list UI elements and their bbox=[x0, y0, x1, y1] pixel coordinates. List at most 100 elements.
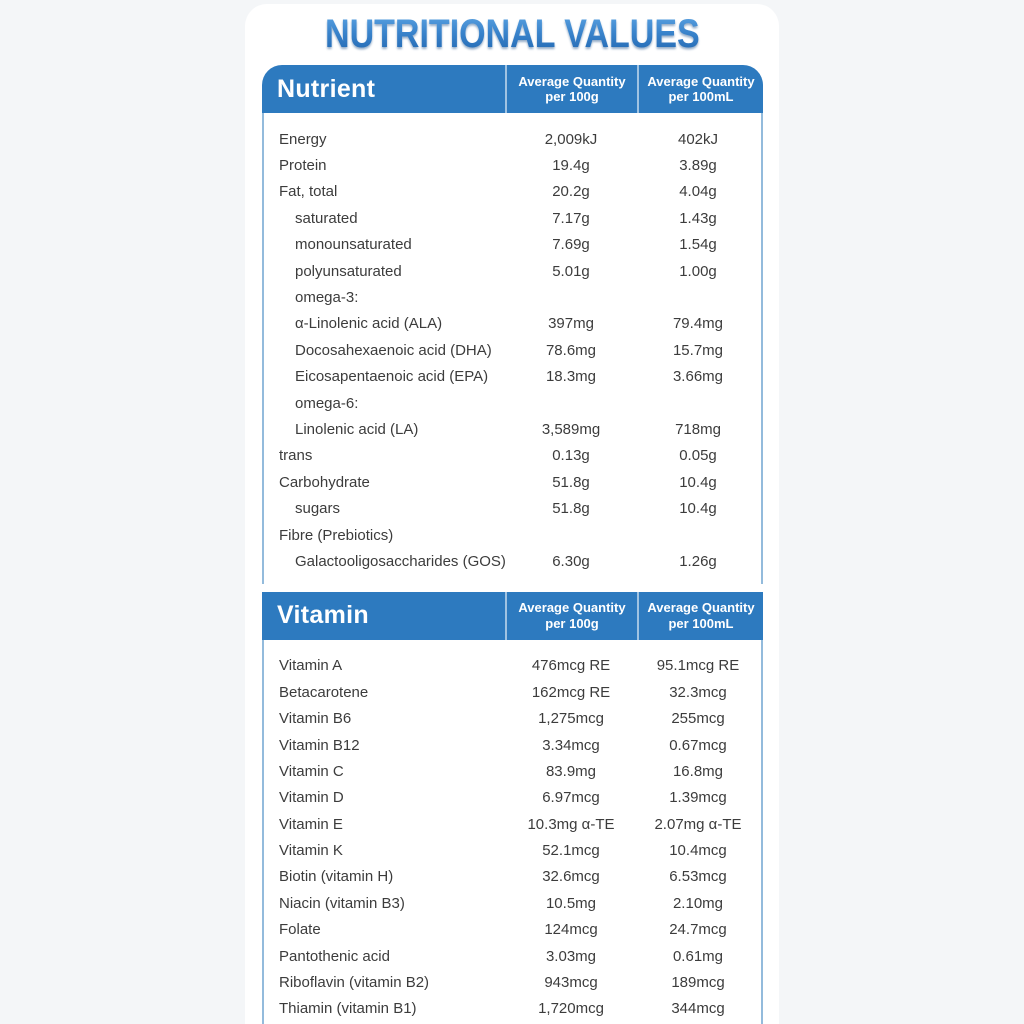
nutrient-label: Linolenic acid (LA) bbox=[295, 420, 419, 438]
table-row: Linolenic acid (LA) 3,589mg 718mg bbox=[264, 416, 761, 442]
page-title: NUTRITIONAL VALUES bbox=[324, 12, 700, 56]
value-per-100g: 10.5mg bbox=[545, 894, 597, 912]
nutrient-label: Thiamin (vitamin B1) bbox=[279, 1000, 417, 1018]
table-row: α-Linolenic acid (ALA) 397mg 79.4mg bbox=[264, 311, 761, 337]
column-header-line2: per 100g bbox=[545, 615, 599, 631]
nutrient-label: Carbohydrate bbox=[279, 473, 370, 491]
value-per-100g: 2,009kJ bbox=[544, 130, 598, 148]
column-header-line2: per 100mL bbox=[668, 89, 734, 104]
section-body-nutrient: Energy 2,009kJ 402kJ Protein 19.4g 3.89g… bbox=[262, 113, 763, 584]
table-row: monounsaturated 7.69g 1.54g bbox=[264, 232, 761, 258]
value-per-100g: 124mcg bbox=[544, 921, 598, 939]
table-row: Docosahexaenoic acid (DHA) 78.6mg 15.7mg bbox=[264, 337, 761, 363]
table-row: Riboflavin (vitamin B2) 943mcg 189mcg bbox=[264, 969, 761, 995]
nutrient-label: Betacarotene bbox=[279, 683, 369, 701]
section-header-vitamin: Vitamin Average Quantity per 100g Averag… bbox=[262, 591, 763, 640]
table-row: Vitamin K 52.1mcg 10.4mcg bbox=[264, 837, 761, 863]
nutrient-label: Vitamin K bbox=[279, 842, 343, 860]
table-row: Vitamin D 6.97mcg 1.39mcg bbox=[264, 785, 761, 811]
value-per-100g: 7.69g bbox=[552, 236, 590, 254]
value-per-100g: 6.97mcg bbox=[542, 789, 600, 807]
table-row: Niacin (vitamin B3) 10.5mg 2.10mg bbox=[264, 890, 761, 916]
value-per-100g: 5.01g bbox=[552, 262, 590, 280]
nutrition-table: Nutrient Average Quantity per 100g Avera… bbox=[262, 65, 763, 1024]
value-per-100g: 1,275mcg bbox=[538, 710, 604, 728]
column-header-line1: Average Quantity bbox=[518, 73, 626, 89]
section-header-nutrient: Nutrient Average Quantity per 100g Avera… bbox=[262, 65, 763, 113]
value-per-100ml: 1.43g bbox=[679, 209, 717, 227]
nutrient-label: Energy bbox=[279, 130, 327, 148]
column-header-line1: Average Quantity bbox=[518, 600, 626, 616]
nutrient-label: Eicosapentaenoic acid (EPA) bbox=[295, 368, 489, 386]
value-per-100g: 51.8g bbox=[552, 500, 590, 518]
nutrient-label: Galactooligosaccharides (GOS) bbox=[295, 552, 505, 570]
nutrient-label: Vitamin D bbox=[279, 789, 344, 807]
value-per-100ml: 1.26g bbox=[679, 552, 717, 570]
value-per-100g: 19.4g bbox=[552, 157, 590, 175]
column-header-line2: per 100g bbox=[545, 89, 599, 104]
nutrient-label: monounsaturated bbox=[295, 236, 412, 254]
table-row: Biotin (vitamin H) 32.6mcg 6.53mcg bbox=[264, 864, 761, 890]
value-per-100g: 943mcg bbox=[544, 974, 598, 992]
nutrient-label: Vitamin B12 bbox=[279, 736, 360, 754]
section-body-vitamin: Vitamin A 476mcg RE 95.1mcg RE Betacarot… bbox=[262, 639, 763, 1024]
value-per-100ml: 4.04g bbox=[679, 183, 717, 201]
nutrient-label: α-Linolenic acid (ALA) bbox=[295, 315, 443, 333]
table-row: Pantothenic acid 3.03mg 0.61mg bbox=[264, 943, 761, 969]
value-per-100ml: 3.66mg bbox=[672, 368, 724, 386]
value-per-100g: 7.17g bbox=[552, 209, 590, 227]
table-row: Protein 19.4g 3.89g bbox=[264, 152, 761, 178]
nutrient-label: Niacin (vitamin B3) bbox=[279, 894, 405, 912]
value-per-100ml: 6.53mcg bbox=[669, 868, 727, 886]
nutrient-label: Docosahexaenoic acid (DHA) bbox=[295, 341, 492, 359]
value-per-100ml: 2.10mg bbox=[672, 894, 724, 912]
nutrition-card: NUTRITIONAL VALUES Nutrient Average Quan… bbox=[245, 4, 779, 1024]
value-per-100g: 18.3mg bbox=[545, 368, 597, 386]
value-per-100ml: 1.54g bbox=[679, 236, 717, 254]
value-per-100ml: 10.4g bbox=[679, 500, 717, 518]
table-row: Vitamin E 10.3mg α-TE 2.07mg α-TE bbox=[264, 811, 761, 837]
nutrient-label: Vitamin A bbox=[279, 657, 343, 675]
value-per-100g: 83.9mg bbox=[545, 762, 597, 780]
value-per-100ml: 32.3mcg bbox=[669, 683, 727, 701]
value-per-100ml: 718mg bbox=[675, 420, 721, 438]
table-row: Carbohydrate 51.8g 10.4g bbox=[264, 469, 761, 495]
value-per-100g: 476mcg RE bbox=[531, 657, 611, 675]
value-per-100g: 0.13g bbox=[552, 447, 590, 465]
value-per-100ml: 95.1mcg RE bbox=[656, 657, 740, 675]
nutrient-label: sugars bbox=[295, 500, 341, 518]
value-per-100ml: 189mcg bbox=[671, 974, 725, 992]
column-header-line2: per 100mL bbox=[668, 615, 734, 631]
nutrient-label: Vitamin E bbox=[279, 815, 343, 833]
nutrient-label: polyunsaturated bbox=[295, 262, 402, 280]
table-row: Thiamin (vitamin B1) 1,720mcg 344mcg bbox=[264, 996, 761, 1022]
nutrient-label: Biotin (vitamin H) bbox=[279, 868, 394, 886]
value-per-100g: 32.6mcg bbox=[542, 868, 600, 886]
nutrient-label: Protein bbox=[279, 157, 327, 175]
value-per-100g: 20.2g bbox=[552, 183, 590, 201]
value-per-100g: 51.8g bbox=[552, 473, 590, 491]
table-row: Galactooligosaccharides (GOS) 6.30g 1.26… bbox=[264, 548, 761, 574]
table-row: polyunsaturated 5.01g 1.00g bbox=[264, 258, 761, 284]
table-row: Betacarotene 162mcg RE 32.3mcg bbox=[264, 679, 761, 705]
column-header-line1: Average Quantity bbox=[647, 600, 755, 616]
value-per-100ml: 1.00g bbox=[679, 262, 717, 280]
page-title-wrap: NUTRITIONAL VALUES bbox=[245, 12, 779, 57]
value-per-100ml: 402kJ bbox=[677, 130, 719, 148]
value-per-100ml: 0.05g bbox=[679, 447, 717, 465]
table-row: omega-3: bbox=[264, 284, 761, 310]
table-row: Vitamin A 476mcg RE 95.1mcg RE bbox=[264, 653, 761, 679]
nutrient-label: Fibre (Prebiotics) bbox=[279, 526, 394, 544]
value-per-100ml: 1.39mcg bbox=[669, 789, 727, 807]
value-per-100ml: 2.07mg α-TE bbox=[654, 815, 742, 833]
value-per-100g: 1,720mcg bbox=[538, 1000, 604, 1018]
value-per-100ml: 10.4mcg bbox=[669, 842, 727, 860]
value-per-100g: 52.1mcg bbox=[542, 842, 600, 860]
value-per-100g: 3,589mg bbox=[541, 420, 601, 438]
value-per-100ml: 10.4g bbox=[679, 473, 717, 491]
table-row: Vitamin C 83.9mg 16.8mg bbox=[264, 758, 761, 784]
table-row: saturated 7.17g 1.43g bbox=[264, 205, 761, 231]
value-per-100ml: 255mcg bbox=[671, 710, 725, 728]
nutrient-label: omega-3: bbox=[295, 289, 359, 307]
nutrient-label: Fat, total bbox=[279, 183, 338, 201]
